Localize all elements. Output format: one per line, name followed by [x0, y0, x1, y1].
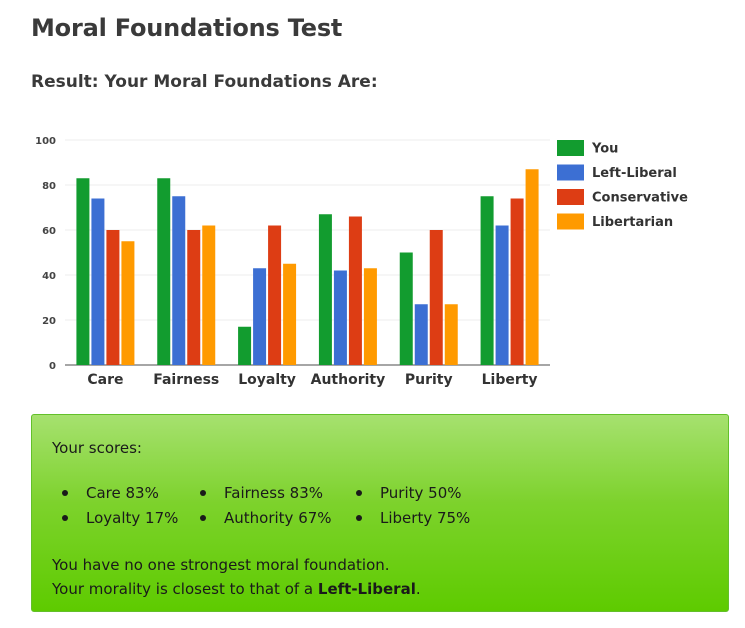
score-column-3: Purity 50% Liberty 75% [346, 483, 470, 533]
legend-label: Conservative [592, 191, 688, 206]
legend-label: Libertarian [592, 215, 673, 230]
bar-liberty-you [480, 196, 494, 365]
scores-label: Your scores: [52, 439, 142, 457]
legend-label: You [591, 142, 618, 157]
chart-x-axis: Care Fairness Loyalty Authority Purity Libert… [87, 372, 537, 388]
bar-authority-left-liberal [333, 270, 347, 365]
bar-care-you [76, 178, 90, 365]
x-tick-label: Care [87, 372, 123, 388]
score-item-liberty: Liberty 75% [346, 508, 470, 533]
bar-care-conservative [106, 230, 120, 365]
bar-purity-conservative [429, 230, 443, 365]
bar-care-left-liberal [91, 198, 105, 365]
scores-panel: Your scores: Care 83% Loyalty 17% Fairne… [31, 414, 729, 612]
result-heading: Result: Your Moral Foundations Are: [31, 72, 378, 92]
legend-swatch [557, 213, 584, 230]
bar-purity-you [399, 252, 413, 365]
y-tick-label: 100 [35, 136, 56, 147]
chart-y-axis: 0 20 40 60 80 100 [35, 136, 56, 372]
page-title: Moral Foundations Test [31, 14, 343, 42]
bar-loyalty-you [238, 326, 252, 365]
bar-care-libertarian [121, 241, 135, 365]
x-tick-label: Fairness [153, 372, 219, 388]
summary-line-1: You have no one strongest moral foundati… [52, 556, 390, 574]
x-tick-label: Authority [311, 372, 386, 388]
score-item-purity: Purity 50% [346, 483, 470, 508]
chart-legend: You Left-Liberal Conservative Libertarian [557, 140, 688, 230]
score-column-2: Fairness 83% Authority 67% [190, 483, 332, 533]
bar-loyalty-left-liberal [253, 268, 267, 365]
legend-label: Left-Liberal [592, 166, 677, 181]
x-tick-label: Liberty [482, 372, 538, 388]
bar-loyalty-conservative [268, 225, 282, 365]
bar-authority-conservative [348, 216, 362, 365]
legend-swatch [557, 164, 584, 181]
bar-liberty-left-liberal [495, 225, 509, 365]
y-tick-label: 0 [49, 361, 56, 372]
bar-purity-libertarian [444, 304, 458, 365]
chart-grid [65, 139, 550, 366]
y-tick-label: 40 [42, 271, 56, 282]
y-tick-label: 60 [42, 226, 56, 237]
bar-liberty-libertarian [525, 169, 539, 365]
summary-line-2-suffix: . [415, 580, 421, 598]
bar-loyalty-libertarian [283, 263, 297, 365]
bar-liberty-conservative [510, 198, 524, 365]
bar-fairness-you [157, 178, 171, 365]
moral-foundations-chart: 0 20 40 60 80 100 Care Fairness Loyalty Authorit… [35, 136, 688, 388]
score-item-fairness: Fairness 83% [190, 483, 332, 508]
score-item-loyalty: Loyalty 17% [52, 508, 178, 533]
bar-authority-you [318, 214, 332, 365]
x-tick-label: Loyalty [238, 372, 296, 388]
y-tick-label: 80 [42, 181, 56, 192]
x-tick-label: Purity [405, 372, 453, 388]
bar-fairness-conservative [187, 230, 201, 365]
closest-ideology: Left-Liberal [317, 580, 416, 598]
score-item-care: Care 83% [52, 483, 178, 508]
bar-fairness-left-liberal [172, 196, 186, 365]
bar-authority-libertarian [363, 268, 377, 365]
summary-text: You have no one strongest moral foundati… [52, 553, 421, 601]
summary-line-2-prefix: Your morality is closest to that of a [52, 580, 318, 598]
chart-bars [76, 169, 539, 365]
score-item-authority: Authority 67% [190, 508, 332, 533]
bar-fairness-libertarian [202, 225, 216, 365]
y-tick-label: 20 [42, 316, 56, 327]
bar-purity-left-liberal [414, 304, 428, 365]
legend-swatch [557, 189, 584, 205]
legend-swatch [557, 140, 584, 156]
score-column-1: Care 83% Loyalty 17% [52, 483, 178, 533]
